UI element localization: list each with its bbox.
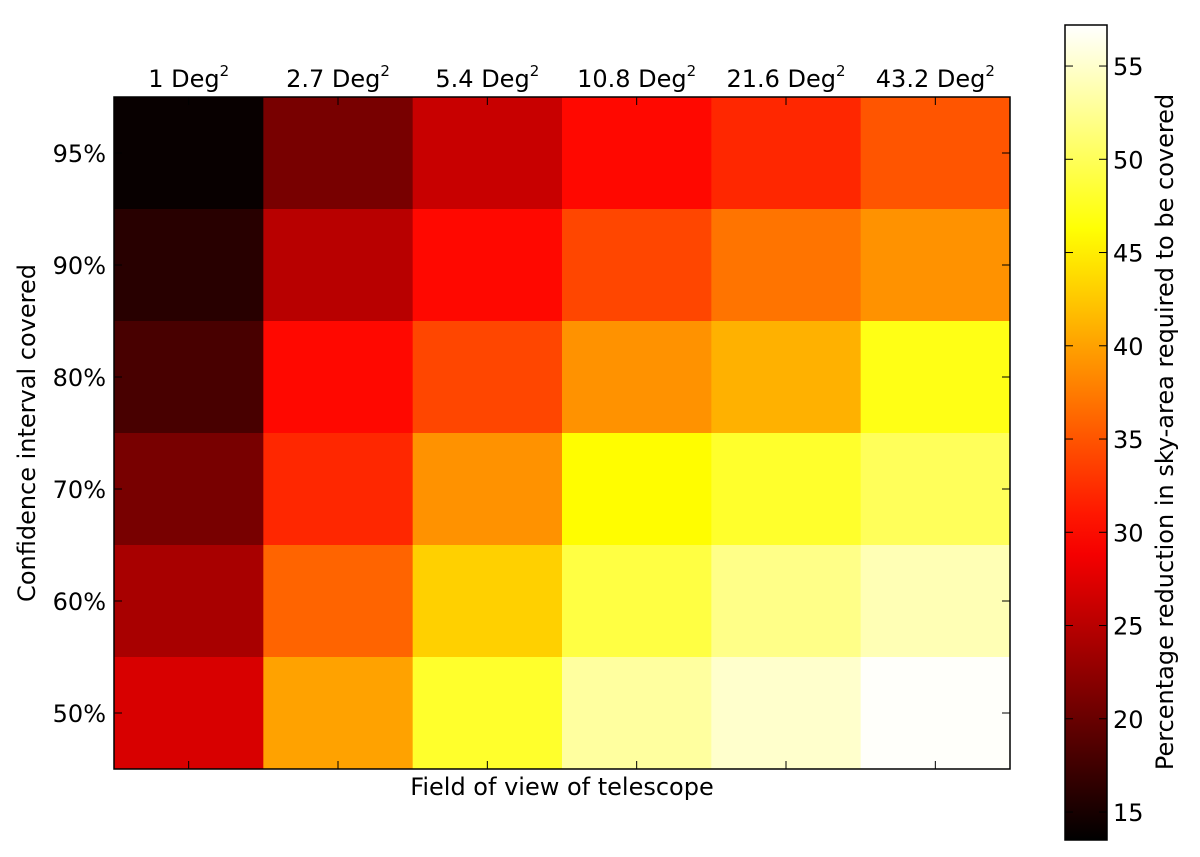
heatmap-cell [860, 433, 1011, 546]
heatmap-cell [562, 97, 712, 210]
heatmap-cell [412, 545, 563, 658]
colorbar-tick-label: 45 [1113, 240, 1144, 268]
heatmap-cell [263, 321, 414, 434]
x-tick-label: 2.7 Deg2 [286, 62, 390, 93]
heatmap-cell [114, 545, 264, 658]
heatmap-cell [562, 321, 712, 434]
heatmap-cell [412, 209, 563, 322]
colorbar-tick-label: 25 [1113, 613, 1144, 641]
y-axis-title: Confidence interval covered [13, 264, 41, 602]
x-tick-label: 21.6 Deg2 [726, 62, 845, 93]
heatmap-cell [711, 657, 862, 770]
heatmap-cell [263, 209, 414, 322]
x-tick-label: 1 Deg2 [148, 62, 229, 93]
heatmap-cell [711, 97, 862, 210]
heatmap-cell [860, 321, 1011, 434]
colorbar-label: Percentage reduction in sky-area require… [1151, 94, 1179, 770]
colorbar-ticks: 15 20 25 30 35 40 45 50 55 [1065, 53, 1144, 827]
colorbar-tick-label: 55 [1113, 53, 1144, 81]
heatmap-cell [860, 657, 1011, 770]
heatmap-cell [263, 545, 414, 658]
y-tick-label: 70% [53, 476, 106, 504]
heatmap-cell [711, 433, 862, 546]
x-axis-title: Field of view of telescope [410, 773, 713, 801]
y-tick-label: 90% [53, 252, 106, 280]
x-tick-labels: 1 Deg2 2.7 Deg2 5.4 Deg2 10.8 Deg2 21.6 Deg2… [148, 62, 995, 93]
y-tick-label: 60% [53, 588, 106, 616]
colorbar-tick-label: 30 [1113, 519, 1144, 547]
y-tick-label: 50% [53, 700, 106, 728]
x-tick-label: 5.4 Deg2 [435, 62, 539, 93]
heatmap-cell [114, 433, 264, 546]
colorbar-tick-label: 40 [1113, 333, 1144, 361]
heatmap-cell [711, 321, 862, 434]
colorbar-tick-label: 50 [1113, 146, 1144, 174]
heatmap-cell [114, 657, 264, 770]
heatmap-cell [114, 209, 264, 322]
y-tick-labels: 95% 90% 80% 70% 60% 50% [53, 140, 106, 728]
heatmap-cell [412, 433, 563, 546]
heatmap-cell [263, 657, 414, 770]
heatmap-cell [711, 209, 862, 322]
plot-frame [113, 96, 1011, 770]
heatmap-cell [562, 657, 712, 770]
heatmap-cell [860, 209, 1011, 322]
heatmap-cell [412, 657, 563, 770]
x-tick-label: 10.8 Deg2 [577, 62, 696, 93]
heatmap-cell [562, 209, 712, 322]
heatmap-cell [263, 97, 414, 210]
heatmap-cell [711, 545, 862, 658]
heatmap-cell [412, 321, 563, 434]
x-tick-label: 43.2 Deg2 [876, 62, 995, 93]
colorbar-tick-label: 35 [1113, 426, 1144, 454]
colorbar-tick-label: 15 [1113, 799, 1144, 827]
heatmap-cells [114, 97, 1011, 770]
colorbar [1064, 24, 1108, 841]
heatmap-cell [114, 321, 264, 434]
heatmap-cell [412, 97, 563, 210]
axis-ticks [114, 97, 1010, 769]
heatmap-cell [562, 545, 712, 658]
y-tick-label: 95% [53, 140, 106, 168]
colorbar-tick-label: 20 [1113, 706, 1144, 734]
y-tick-label: 80% [53, 364, 106, 392]
heatmap-cell [114, 97, 264, 210]
heatmap-cell [860, 97, 1011, 210]
heatmap-cell [263, 433, 414, 546]
heatmap-cell [562, 433, 712, 546]
heatmap-cell [860, 545, 1011, 658]
